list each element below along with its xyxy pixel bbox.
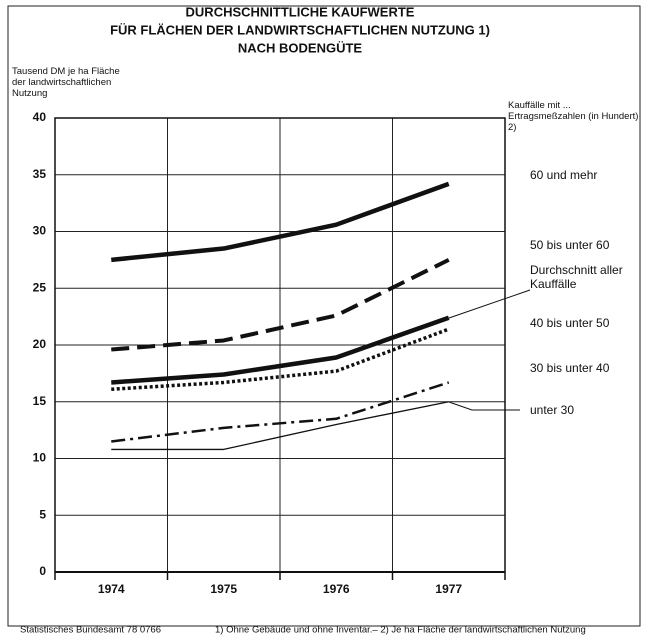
chart-title: NACH BODENGÜTE: [238, 40, 363, 55]
x-tick-label: 1977: [435, 582, 462, 596]
y-tick-label: 5: [39, 507, 46, 521]
x-tick-label: 1975: [210, 582, 237, 596]
chart-title: FÜR FLÄCHEN DER LANDWIRTSCHAFTLICHEN NUT…: [110, 22, 490, 37]
y-tick-label: 35: [33, 167, 47, 181]
source: Statistisches Bundesamt 78 0766: [20, 625, 161, 636]
y-tick-label: 10: [33, 451, 47, 465]
series-label: 40 bis unter 50: [530, 316, 610, 330]
series-line: [111, 381, 450, 443]
connector: [448, 401, 520, 411]
series-label: 60 und mehr: [530, 168, 598, 182]
y-tick-label: 40: [33, 110, 47, 124]
series-line: [111, 327, 450, 392]
series-line: [111, 181, 450, 263]
series-line: [111, 315, 450, 385]
series-label: 50 bis unter 60: [530, 238, 610, 252]
y-tick-label: 20: [33, 337, 47, 351]
chart-title: DURCHSCHNITTLICHE KAUFWERTE: [186, 4, 415, 19]
y-tick-label: 30: [33, 224, 47, 238]
series-label: unter 30: [530, 403, 575, 417]
series-line: [111, 401, 449, 451]
frame: [7, 5, 641, 627]
series-label: Durchschnitt aller Kauffälle: [530, 263, 623, 291]
x-tick-label: 1974: [98, 582, 125, 596]
series-label: 30 bis unter 40: [530, 361, 610, 375]
x-tick-label: 1976: [323, 582, 350, 596]
y-tick-label: 25: [33, 280, 47, 294]
series-line: [111, 258, 450, 352]
legend-title: Kauffälle mit ... Ertragsmeßzahlen (in H…: [508, 100, 639, 133]
footnote: 1) Ohne Gebäude und ohne Inventar.– 2) J…: [215, 625, 586, 636]
connector: [448, 289, 531, 319]
y-tick-label: 0: [39, 564, 46, 578]
y-axis-label: Tausend DM je ha Fläche der landwirtscha…: [12, 66, 120, 99]
y-tick-label: 15: [33, 394, 47, 408]
